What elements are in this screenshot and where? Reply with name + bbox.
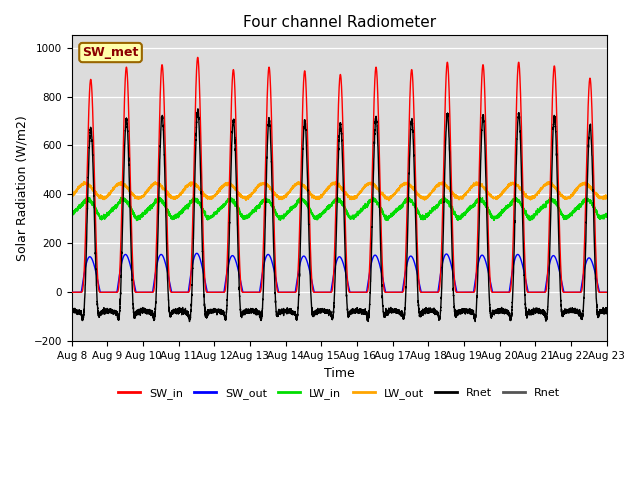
Rnet (580, 288, 588, 294)
LW_out (603, 193, 611, 199)
LW_in (573, 206, 581, 212)
Rnet (68, 308, 76, 313)
SW_out (474, 263, 482, 268)
SW_out (193, 251, 200, 256)
SW_in (603, 289, 611, 295)
Text: SW_met: SW_met (83, 46, 139, 59)
Rnet (321, 311, 329, 316)
SW_out (459, 289, 467, 295)
LW_in (250, 209, 257, 215)
Rnet (474, 269, 482, 275)
SW_in (321, 289, 329, 295)
Line: SW_in: SW_in (72, 58, 607, 292)
LW_out (385, 198, 393, 204)
SW_out (580, 268, 588, 274)
SW_out (603, 289, 611, 295)
LW_in (440, 193, 448, 199)
Rnet (573, 310, 581, 316)
SW_out (250, 289, 257, 295)
LW_in (68, 212, 76, 217)
LW_out (332, 179, 339, 184)
LW_out (580, 180, 588, 186)
LW_out (321, 190, 329, 195)
LW_in (580, 197, 588, 203)
LW_in (603, 212, 611, 217)
LW_in (132, 217, 140, 223)
Rnet (194, 106, 202, 112)
SW_in (580, 252, 588, 257)
LW_in (474, 197, 482, 203)
SW_in (194, 55, 202, 60)
Rnet (186, 319, 193, 324)
LW_out (459, 195, 467, 201)
LW_out (68, 193, 76, 199)
SW_in (68, 289, 76, 295)
LW_in (459, 214, 467, 219)
SW_in (474, 228, 482, 233)
Title: Four channel Radiometer: Four channel Radiometer (243, 15, 436, 30)
Line: SW_out: SW_out (72, 253, 607, 292)
LW_out (474, 179, 482, 185)
LW_out (250, 190, 257, 196)
SW_in (250, 289, 257, 295)
SW_in (459, 289, 467, 295)
SW_out (573, 289, 581, 295)
Line: LW_in: LW_in (72, 196, 607, 220)
X-axis label: Time: Time (324, 367, 355, 380)
LW_in (321, 208, 329, 214)
Rnet (250, 307, 257, 312)
SW_out (321, 289, 329, 295)
LW_out (573, 186, 581, 192)
Line: Rnet: Rnet (72, 109, 607, 322)
Y-axis label: Solar Radiation (W/m2): Solar Radiation (W/m2) (15, 115, 28, 261)
Line: LW_out: LW_out (72, 181, 607, 201)
Rnet (459, 308, 467, 314)
Rnet (603, 308, 611, 313)
SW_out (68, 289, 76, 295)
Legend: SW_in, SW_out, LW_in, LW_out, Rnet, Rnet: SW_in, SW_out, LW_in, LW_out, Rnet, Rnet (113, 383, 565, 403)
SW_in (573, 289, 581, 295)
